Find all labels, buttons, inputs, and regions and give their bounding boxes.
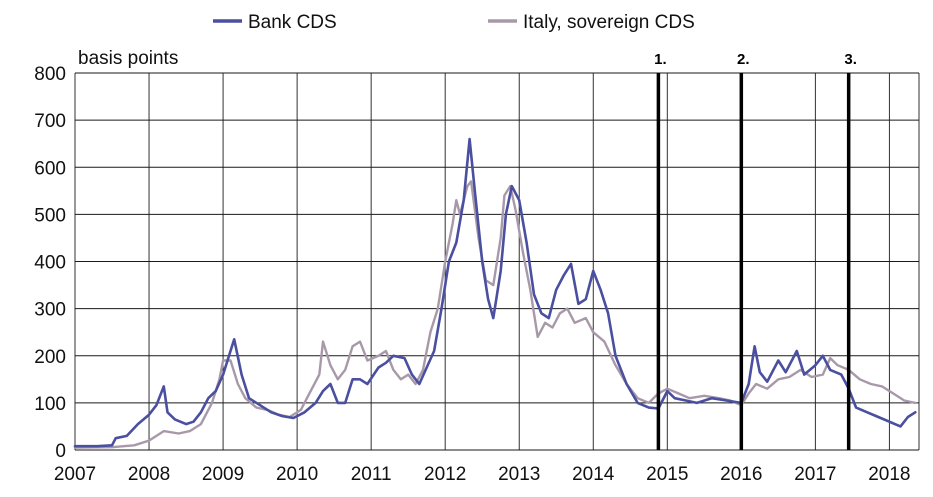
- legend-label-italy: Italy, sovereign CDS: [523, 12, 695, 33]
- series-line-bank-cds: [73, 137, 917, 448]
- y-tick-label: 300: [34, 300, 66, 321]
- legend-label-bank: Bank CDS: [248, 12, 337, 33]
- grid-layer: [74, 72, 920, 451]
- marker-layer: 1. 2. 3.: [654, 51, 857, 450]
- series-layer: [73, 137, 917, 449]
- x-tick-label: 2014: [572, 464, 615, 485]
- x-tick-label: 2016: [720, 464, 762, 485]
- legend: Bank CDS Italy, sovereign CDS: [213, 12, 695, 33]
- x-tick-label: 2018: [868, 464, 910, 485]
- y-tick-label: 500: [34, 205, 66, 226]
- y-tick-label: 400: [34, 253, 66, 274]
- y-axis-unit-label: basis points: [78, 48, 178, 69]
- x-tick-label: 2012: [424, 464, 466, 485]
- y-tick-label: 0: [55, 441, 66, 462]
- y-tick-label: 100: [34, 394, 66, 415]
- y-tick-label: 200: [34, 347, 66, 368]
- event-marker-label: 2.: [737, 51, 750, 68]
- x-tick-label: 2010: [276, 464, 318, 485]
- axis-layer: 0 100 200 300 400 500 600 700 800 2007 2008 2009 201…: [34, 64, 910, 485]
- x-tick-label: 2008: [128, 464, 170, 485]
- y-tick-label: 800: [34, 64, 66, 85]
- x-tick-label: 2009: [202, 464, 244, 485]
- x-tick-label: 2007: [54, 464, 96, 485]
- x-tick-label: 2013: [498, 464, 540, 485]
- y-tick-label: 600: [34, 158, 66, 179]
- x-tick-label: 2011: [351, 464, 392, 485]
- x-tick-label: 2017: [794, 464, 836, 485]
- y-tick-label: 700: [34, 111, 66, 132]
- event-marker-label: 3.: [844, 51, 857, 68]
- x-tick-label: 2015: [646, 464, 688, 485]
- event-marker-label: 1.: [654, 51, 667, 68]
